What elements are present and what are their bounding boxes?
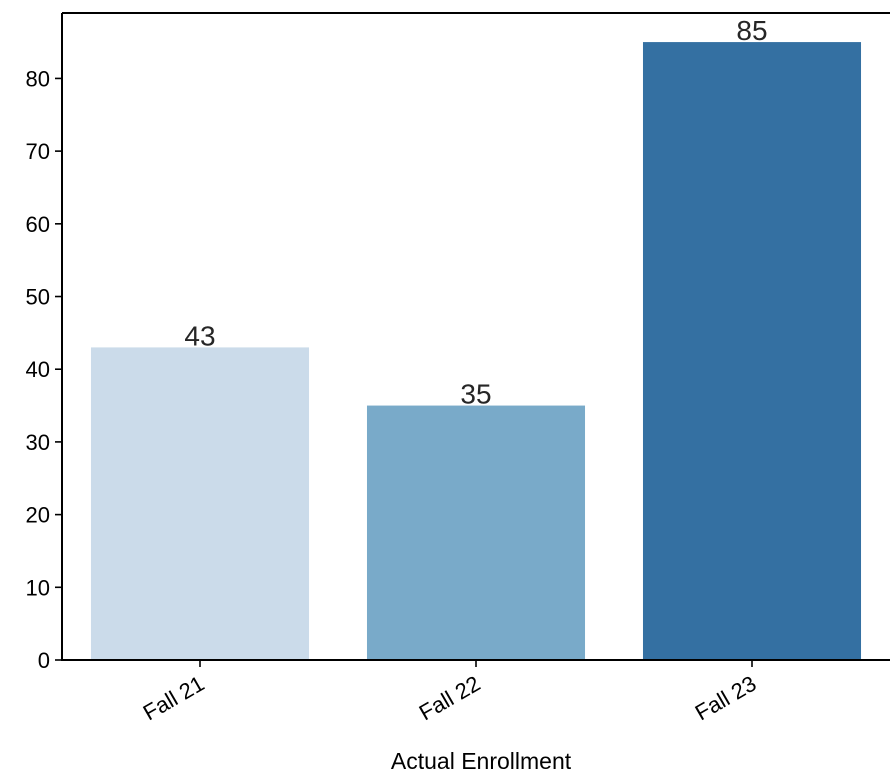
y-tick-label: 40 bbox=[26, 357, 50, 382]
y-tick-label: 70 bbox=[26, 139, 50, 164]
x-axis-label: Actual Enrollment bbox=[391, 748, 572, 774]
y-axis: 0 10 20 30 40 50 60 70 80 bbox=[26, 66, 62, 673]
y-tick-label: 10 bbox=[26, 575, 50, 600]
data-labels-group: 43 35 85 bbox=[184, 15, 767, 409]
x-tick-label: Fall 21 bbox=[139, 671, 209, 726]
bar-fall-22 bbox=[366, 405, 586, 660]
data-label-fall-22: 35 bbox=[460, 379, 491, 410]
plot-frame bbox=[61, 12, 890, 661]
bar-fall-23 bbox=[642, 42, 862, 660]
data-label-fall-21: 43 bbox=[184, 320, 215, 351]
y-tick-label: 80 bbox=[26, 66, 50, 91]
y-tick-label: 50 bbox=[26, 285, 50, 310]
x-tick-label: Fall 22 bbox=[415, 671, 485, 726]
y-tick-label: 30 bbox=[26, 430, 50, 455]
x-axis: Fall 21 Fall 22 Fall 23 bbox=[139, 660, 761, 725]
x-tick-label: Fall 23 bbox=[691, 671, 761, 726]
y-tick-label: 60 bbox=[26, 212, 50, 237]
y-tick-label: 0 bbox=[38, 648, 50, 673]
y-tick-label: 20 bbox=[26, 503, 50, 528]
data-label-fall-23: 85 bbox=[736, 15, 767, 46]
bars-group bbox=[90, 42, 862, 660]
bar-fall-21 bbox=[90, 347, 310, 660]
